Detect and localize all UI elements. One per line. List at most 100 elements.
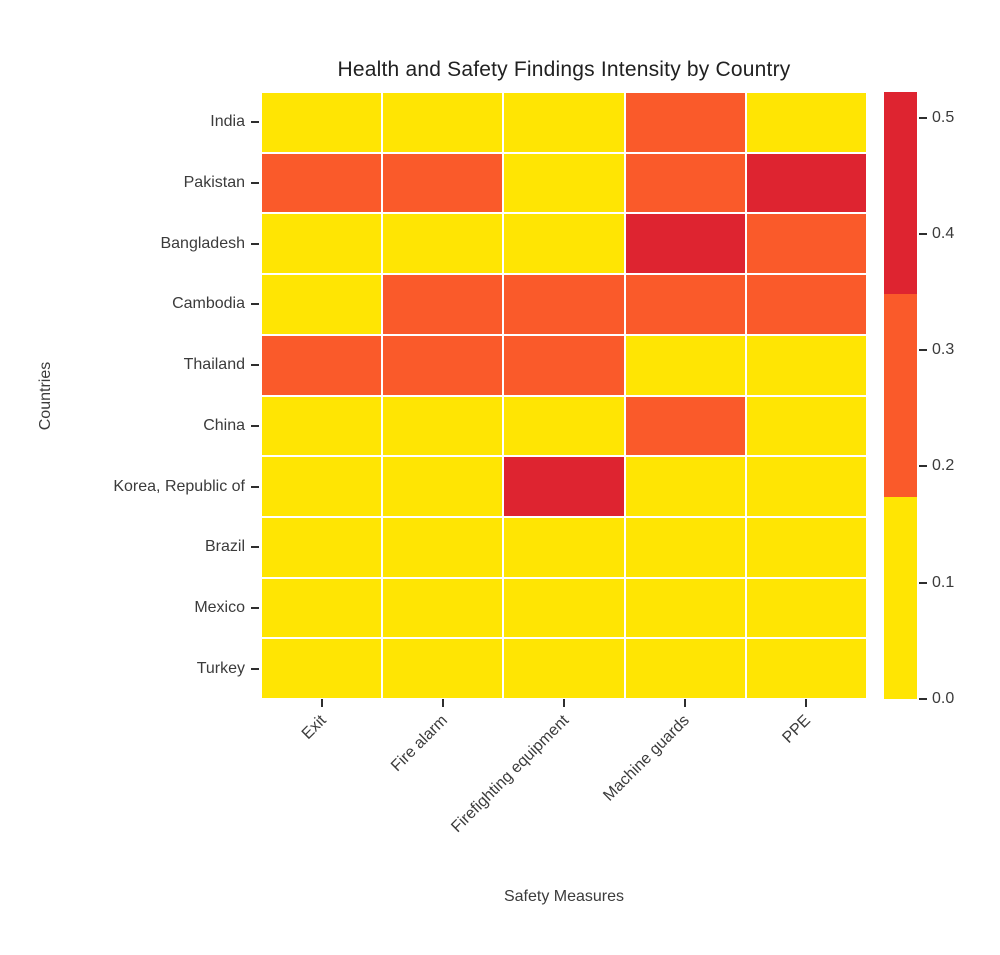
heatmap-cell xyxy=(504,639,624,698)
heatmap-grid xyxy=(262,93,866,698)
y-axis-title: Countries xyxy=(37,361,54,431)
x-tick-label: PPE xyxy=(779,712,815,747)
colorbar-tick-mark xyxy=(919,232,927,235)
heatmap-cell xyxy=(262,153,382,213)
heatmap-cell xyxy=(625,517,745,577)
heatmap-cell xyxy=(625,457,745,516)
heatmap-cell xyxy=(746,275,866,334)
y-tick-label: Cambodia xyxy=(172,295,245,313)
heatmap-cell xyxy=(504,93,624,152)
chart-title: Health and Safety Findings Intensity by … xyxy=(337,58,791,81)
heatmap-cell xyxy=(746,578,866,638)
y-tick-mark xyxy=(251,242,259,245)
heatmap-cell xyxy=(383,93,503,152)
y-tick-mark xyxy=(251,121,259,124)
heatmap-cell xyxy=(625,93,745,152)
heatmap-cell xyxy=(383,275,503,334)
y-tick-label: Brazil xyxy=(204,538,245,556)
x-tick-mark xyxy=(805,699,808,707)
y-tick-label: India xyxy=(210,113,245,131)
colorbar-tick-mark xyxy=(919,465,927,468)
heatmap-cell xyxy=(262,275,382,334)
heatmap-cell xyxy=(504,214,624,274)
heatmap-cell xyxy=(625,214,745,274)
heatmap-cell xyxy=(262,214,382,274)
heatmap-cell xyxy=(383,335,503,395)
y-tick-label: Thailand xyxy=(183,356,245,374)
y-tick-mark xyxy=(251,364,259,367)
heatmap-cell xyxy=(262,93,382,152)
y-tick-label: Turkey xyxy=(196,659,245,677)
heatmap-cell xyxy=(625,153,745,213)
heatmap-cell xyxy=(746,457,866,516)
colorbar-segment-low xyxy=(884,496,917,699)
heatmap-cell xyxy=(504,275,624,334)
y-tick-mark xyxy=(251,546,259,549)
heatmap-cell xyxy=(262,578,382,638)
colorbar-tick-label: 0.3 xyxy=(932,341,955,359)
x-tick-label: Exit xyxy=(298,712,330,743)
heatmap-cell xyxy=(746,214,866,274)
colorbar-tick-mark xyxy=(919,349,927,352)
colorbar-tick-mark xyxy=(919,116,927,119)
x-axis-title: Safety Measures xyxy=(503,888,625,905)
y-tick-label: Mexico xyxy=(194,598,245,616)
heatmap-cell xyxy=(504,578,624,638)
y-tick-label: Korea, Republic of xyxy=(113,477,245,495)
heatmap-cell xyxy=(383,457,503,516)
colorbar-tick-mark xyxy=(919,581,927,584)
y-tick-label: Pakistan xyxy=(183,174,245,192)
colorbar-tick-label: 0.4 xyxy=(932,224,955,242)
heatmap-cell xyxy=(262,396,382,456)
y-tick-label: Bangladesh xyxy=(160,234,245,252)
heatmap-cell xyxy=(504,335,624,395)
heatmap-cell xyxy=(625,335,745,395)
y-tick-mark xyxy=(251,667,259,670)
heatmap-cell xyxy=(504,457,624,516)
y-tick-mark xyxy=(251,485,259,488)
heatmap-cell xyxy=(262,517,382,577)
heatmap-cell xyxy=(504,396,624,456)
colorbar-tick-label: 0.5 xyxy=(932,108,955,126)
heatmap-cell xyxy=(383,396,503,456)
x-tick-mark xyxy=(563,699,565,707)
x-tick-mark xyxy=(684,699,687,707)
heatmap-cell xyxy=(383,214,503,274)
heatmap-cell xyxy=(504,517,624,577)
x-tick-mark xyxy=(320,699,323,707)
x-tick-mark xyxy=(441,699,444,707)
heatmap-cell xyxy=(383,517,503,577)
y-tick-label: China xyxy=(203,416,245,434)
colorbar-tick-label: 0.1 xyxy=(932,573,955,591)
heatmap-cell xyxy=(746,639,866,698)
y-tick-mark xyxy=(251,303,259,306)
heatmap-cell xyxy=(746,517,866,577)
heatmap-cell xyxy=(746,396,866,456)
heatmap-cell xyxy=(746,153,866,213)
heatmap-cell xyxy=(504,153,624,213)
colorbar-tick-label: 0.2 xyxy=(932,457,955,475)
x-tick-label: Machine guards xyxy=(600,712,694,805)
heatmap-cell xyxy=(625,396,745,456)
heatmap-cell xyxy=(625,275,745,334)
heatmap-cell xyxy=(262,457,382,516)
colorbar-tick-label: 0.0 xyxy=(932,690,955,707)
y-tick-mark xyxy=(251,606,259,609)
y-tick-mark xyxy=(251,182,259,185)
y-tick-mark xyxy=(251,424,259,427)
colorbar-segment-medium xyxy=(884,294,917,497)
heatmap-cell xyxy=(746,93,866,152)
heatmap-cell xyxy=(383,639,503,698)
colorbar-tick-mark xyxy=(919,698,927,700)
heatmap-cell xyxy=(383,153,503,213)
colorbar-segment-high xyxy=(884,92,917,295)
heatmap-cell xyxy=(262,639,382,698)
heatmap-cell xyxy=(383,578,503,638)
heatmap-cell xyxy=(746,335,866,395)
heatmap-cell xyxy=(625,639,745,698)
heatmap-cell xyxy=(625,578,745,638)
x-tick-label: Firefighting equipment xyxy=(448,712,573,836)
x-tick-label: Fire alarm xyxy=(387,712,451,775)
heatmap-cell xyxy=(262,335,382,395)
